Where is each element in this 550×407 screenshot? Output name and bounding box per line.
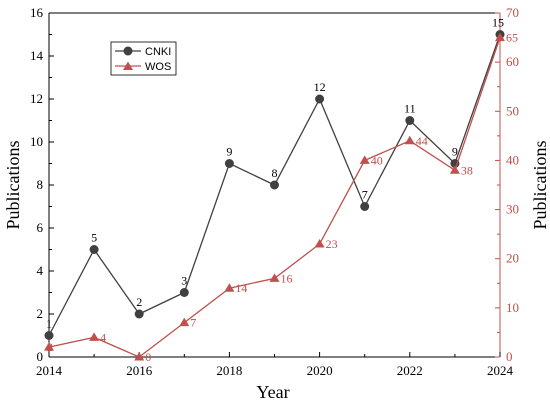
left-tick-label: 14 bbox=[30, 48, 44, 63]
cnki-data-label: 7 bbox=[362, 188, 368, 202]
wos-data-label: 7 bbox=[190, 316, 196, 330]
legend-box bbox=[110, 41, 177, 76]
cnki-data-label: 2 bbox=[136, 295, 142, 309]
cnki-point bbox=[315, 94, 325, 104]
legend-wos-marker bbox=[123, 61, 133, 70]
cnki-data-label: 15 bbox=[492, 16, 504, 30]
left-tick-label: 6 bbox=[37, 220, 44, 235]
wos-point bbox=[224, 283, 235, 292]
wos-point bbox=[359, 155, 370, 164]
cnki-point bbox=[360, 202, 370, 211]
cnki-point bbox=[270, 180, 279, 190]
wos-data-label: 23 bbox=[326, 237, 338, 251]
cnki-point bbox=[89, 245, 99, 254]
wos-data-label: 2 bbox=[47, 340, 53, 354]
wos-data-label: 0 bbox=[145, 350, 151, 364]
left-tick-label: 12 bbox=[30, 91, 43, 106]
right-tick-label: 30 bbox=[506, 202, 519, 217]
cnki-data-label: 1 bbox=[46, 317, 52, 331]
x-tick-label: 2022 bbox=[397, 363, 423, 378]
cnki-point bbox=[405, 116, 415, 125]
cnki-point bbox=[44, 331, 54, 340]
left-tick-label: 8 bbox=[37, 177, 44, 192]
cnki-data-label: 11 bbox=[404, 102, 416, 116]
cnki-point bbox=[450, 159, 460, 168]
right-tick-label: 40 bbox=[506, 152, 519, 167]
left-tick-label: 10 bbox=[30, 134, 43, 149]
cnki-data-label: 9 bbox=[226, 145, 232, 159]
legend: CNKI WOS bbox=[110, 41, 177, 76]
right-tick-label: 70 bbox=[506, 5, 519, 20]
wos-series-line bbox=[48, 37, 501, 358]
wos-data-label: 65 bbox=[506, 31, 518, 45]
right-axis-title: Publications bbox=[530, 141, 550, 230]
right-tick-label: 50 bbox=[506, 103, 519, 118]
wos-point bbox=[89, 332, 100, 341]
x-tick-label: 2020 bbox=[307, 363, 333, 378]
plot-layer: 2014 2016 2018 2020 2022 20240246810121416010… bbox=[30, 5, 519, 378]
wos-point bbox=[314, 238, 325, 248]
left-tick-label: 16 bbox=[30, 5, 44, 20]
wos-point bbox=[495, 32, 505, 42]
left-tick-label: 4 bbox=[37, 263, 44, 278]
wos-data-label: 38 bbox=[461, 163, 473, 177]
wos-data-label: 4 bbox=[100, 330, 106, 344]
cnki-data-label: 12 bbox=[314, 80, 326, 94]
right-tick-label: 10 bbox=[506, 300, 519, 315]
left-tick-label: 0 bbox=[37, 349, 44, 364]
left-axis-title: Publications bbox=[3, 141, 23, 230]
cnki-data-label: 9 bbox=[452, 145, 458, 159]
cnki-point bbox=[134, 309, 144, 319]
wos-data-label: 16 bbox=[281, 271, 293, 285]
cnki-data-label: 8 bbox=[272, 166, 278, 180]
x-axis-title: Year bbox=[256, 382, 289, 402]
x-tick-label: 2014 bbox=[36, 363, 63, 378]
wos-point bbox=[449, 165, 460, 174]
x-tick-label: 2018 bbox=[216, 363, 242, 378]
wos-point bbox=[134, 352, 145, 361]
legend-cnki-label: CNKI bbox=[145, 46, 171, 58]
wos-data-label: 40 bbox=[371, 153, 383, 167]
wos-point bbox=[404, 135, 415, 145]
cnki-point bbox=[224, 159, 234, 168]
right-tick-label: 0 bbox=[506, 349, 513, 364]
wos-data-label: 44 bbox=[416, 134, 428, 148]
wos-data-label: 14 bbox=[235, 281, 247, 295]
right-tick-label: 20 bbox=[506, 251, 519, 266]
legend-cnki-marker bbox=[123, 46, 133, 56]
right-tick-label: 60 bbox=[506, 54, 519, 69]
x-tick-label: 2024 bbox=[487, 363, 514, 378]
cnki-data-label: 5 bbox=[91, 231, 97, 245]
wos-point bbox=[44, 342, 54, 351]
x-tick-label: 2016 bbox=[126, 363, 153, 378]
wos-point bbox=[179, 317, 190, 327]
cnki-point bbox=[179, 288, 189, 297]
cnki-data-label: 3 bbox=[181, 274, 187, 288]
wos-point bbox=[269, 273, 280, 282]
legend-wos-label: WOS bbox=[145, 61, 171, 73]
left-tick-label: 2 bbox=[37, 306, 44, 321]
